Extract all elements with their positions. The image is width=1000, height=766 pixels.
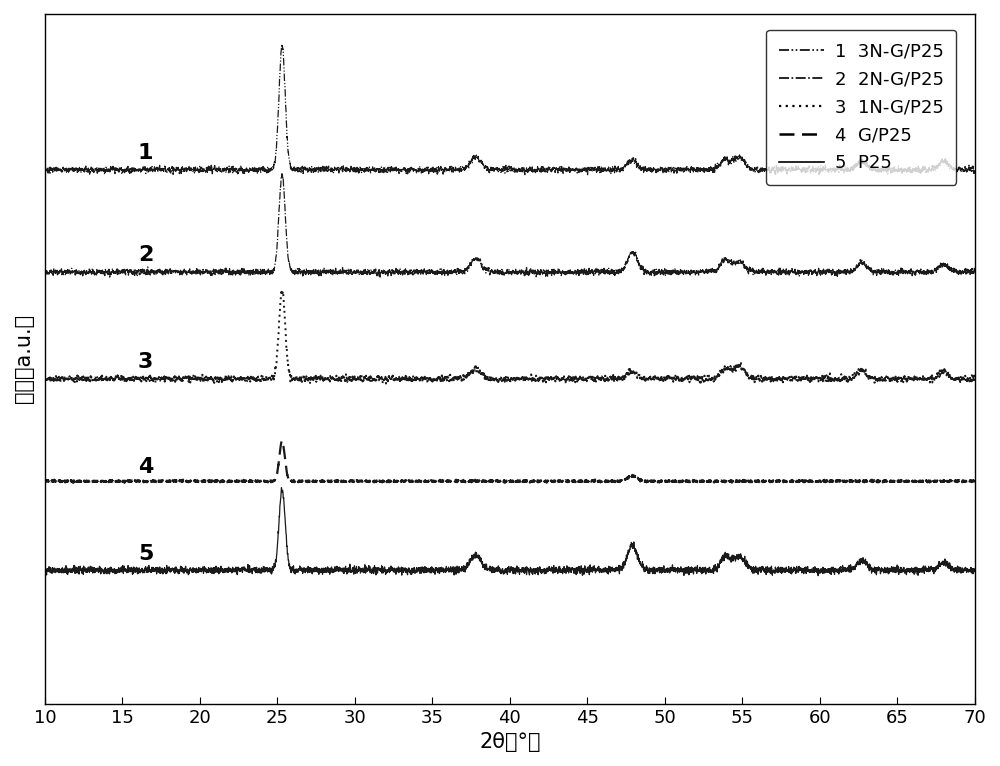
Text: 3: 3 <box>138 352 153 372</box>
X-axis label: 2θ（°）: 2θ（°） <box>479 732 541 752</box>
Text: 5: 5 <box>138 544 153 564</box>
Y-axis label: 强度（a.u.）: 强度（a.u.） <box>14 314 34 404</box>
Text: 1: 1 <box>138 143 153 163</box>
Legend: 1  3N-G/P25, 2  2N-G/P25, 3  1N-G/P25, 4  G/P25, 5  P25: 1 3N-G/P25, 2 2N-G/P25, 3 1N-G/P25, 4 G/… <box>766 30 956 185</box>
Text: 4: 4 <box>138 457 153 476</box>
Text: 2: 2 <box>138 245 153 265</box>
